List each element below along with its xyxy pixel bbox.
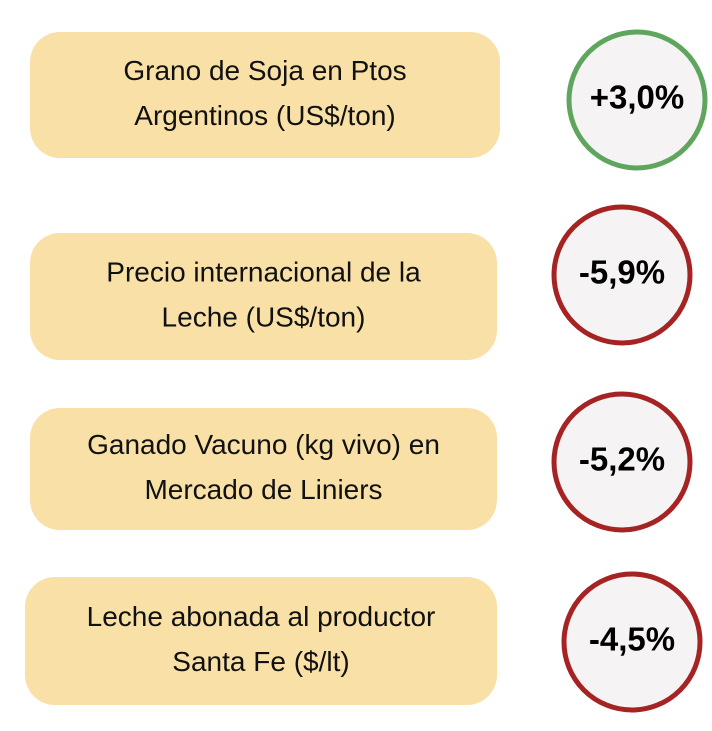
item-label: Ganado Vacuno (kg vivo) en: [87, 429, 440, 460]
item-label: Grano de Soja en Ptos: [123, 55, 406, 86]
item-label: Argentinos (US$/ton): [134, 100, 395, 131]
item-label: Precio internacional de la: [106, 256, 421, 287]
item-label: Mercado de Liniers: [144, 474, 382, 505]
item-label: Santa Fe ($/lt): [172, 646, 349, 677]
change-value: +3,0%: [590, 79, 685, 116]
change-circle: [566, 29, 708, 171]
change-circle: [551, 391, 693, 533]
label-box: [25, 577, 497, 705]
change-value: -5,9%: [579, 254, 665, 291]
item-label: Leche abonada al productor: [87, 601, 436, 632]
change-circle: [551, 204, 693, 346]
item-label: Leche (US$/ton): [162, 301, 366, 332]
change-value: -5,2%: [579, 441, 665, 478]
label-box: [30, 233, 497, 360]
label-box: [30, 32, 500, 158]
label-box: [30, 408, 497, 530]
change-circle: [561, 571, 703, 713]
change-value: -4,5%: [589, 621, 675, 658]
